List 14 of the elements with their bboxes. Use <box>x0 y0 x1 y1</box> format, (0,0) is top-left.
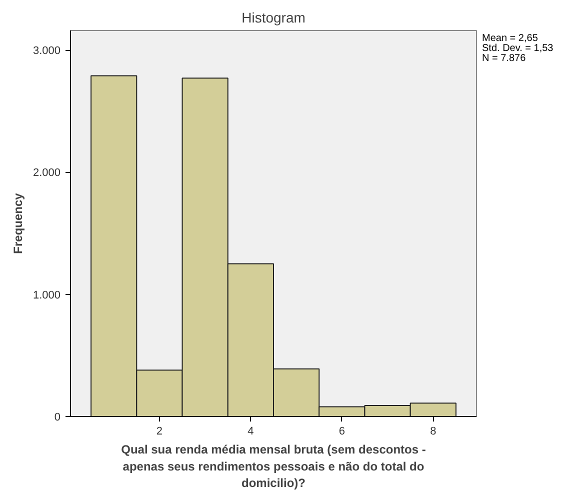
x-axis-title: Qual sua renda média mensal bruta (sem descontos - apenas seus rendimentos pessoais e não do total do domicilio)? <box>121 442 426 490</box>
x-tick-label: 2 <box>156 426 163 438</box>
x-tick-label: 8 <box>430 426 436 438</box>
text: N = 7.876 <box>482 53 527 64</box>
x-tick-label: 4 <box>248 426 254 438</box>
y-tick-label: 1.000 <box>32 289 61 302</box>
y-tick-label: 2.000 <box>32 167 61 180</box>
text: Mean = 2,65 <box>482 33 539 44</box>
text: Std. Dev. = 1,53 <box>482 43 554 54</box>
y-tick-label: 0 <box>54 412 61 424</box>
y-axis-title: Frequency <box>10 192 25 254</box>
y-tick-label: 3.000 <box>32 45 61 58</box>
x-tick-label: 6 <box>338 426 345 438</box>
chart-title: Histogram <box>242 10 306 26</box>
